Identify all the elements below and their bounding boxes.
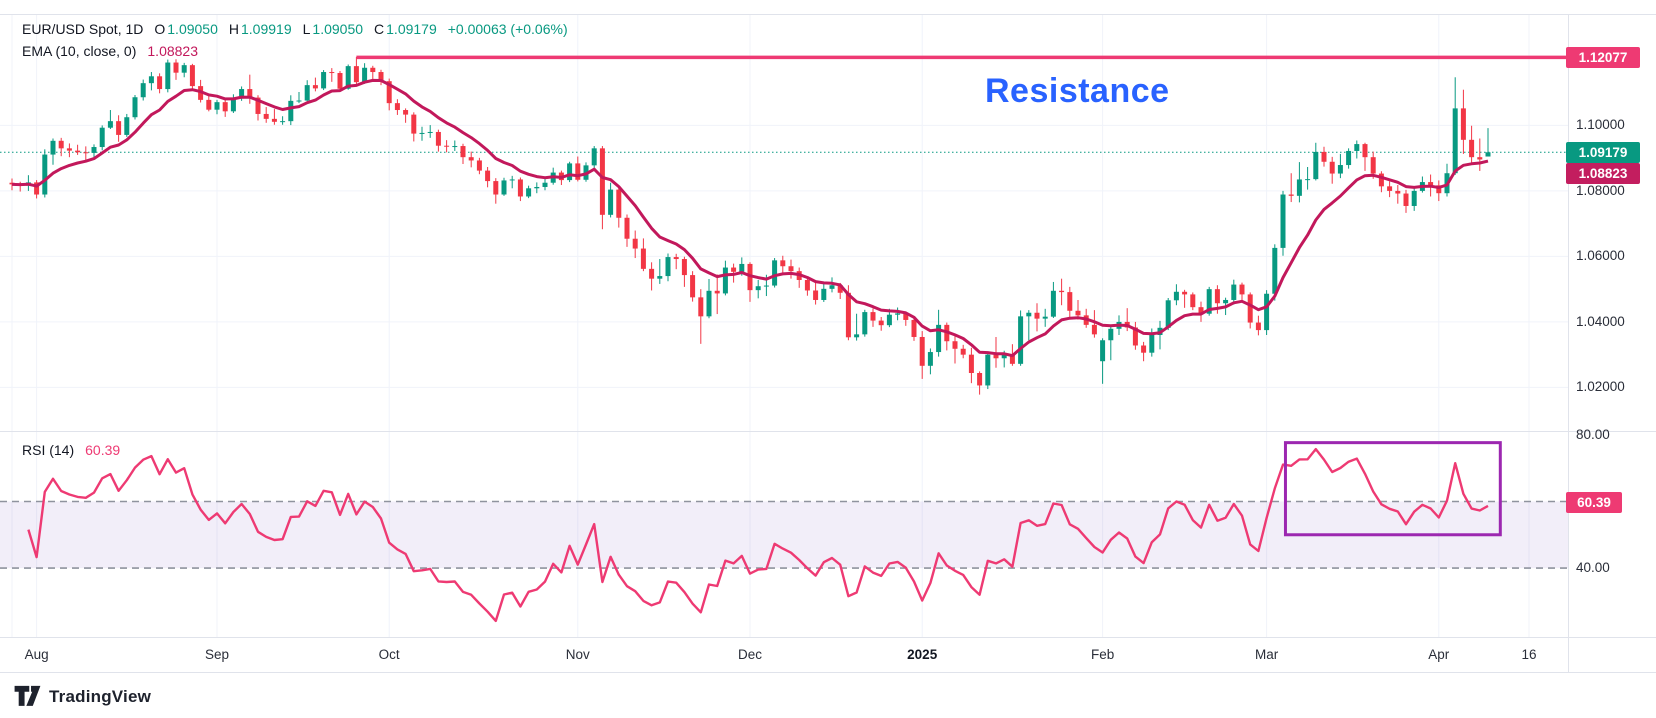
ema-line[interactable] [11,78,1489,358]
close-value: 1.09179 [386,21,437,37]
time-axis-label: Mar [1254,647,1279,662]
tradingview-logo[interactable]: TradingView [14,684,151,709]
rsi-axis-label: 40.00 [1576,560,1610,576]
time-axis-label: Sep [204,647,230,662]
time-axis-label: Oct [378,647,400,662]
price-axis-label: 1.02000 [1576,379,1625,395]
rsi-label: RSI (14) [22,442,75,458]
price-axis-label: 1.10000 [1576,117,1625,133]
rsi-highlight-box[interactable] [1283,441,1502,537]
brand-name: TradingView [49,686,152,706]
price-axis-label: 1.06000 [1576,248,1625,264]
high-value: 1.09919 [241,21,292,37]
time-axis-label: Nov [565,647,590,662]
low-value: 1.09050 [312,21,364,37]
symbol-legend[interactable]: EUR/USD Spot, 1D O 1.09050 H 1.09919 L 1.09… [22,21,568,38]
symbol-title: EUR/USD Spot, 1D [22,21,144,37]
change-value: +0.00063 (+0.06%) [447,21,568,37]
resistance-annotation[interactable]: Resistance [985,72,1170,110]
grid-lines [0,15,1568,637]
close-label: C [374,21,385,37]
ema-label: EMA (10, close, 0) [22,43,137,59]
open-label: O [154,21,166,37]
tradingview-logo-icon [14,685,41,706]
high-label: H [228,21,239,37]
time-axis-label: Feb [1090,647,1115,662]
ema-price-badge: 1.08823 [1566,163,1640,184]
rsi-line[interactable] [27,447,1489,623]
ema-value: 1.08823 [147,43,198,59]
price-axis-label: 1.04000 [1576,313,1625,329]
time-axis-label: 2025 [907,647,938,662]
time-axis-label: 16 [1521,647,1537,662]
time-axis-label: Apr [1428,647,1450,662]
rsi-axis-label: 80.00 [1576,427,1610,442]
rsi-value: 60.39 [85,442,121,458]
time-axis-label: Dec [737,647,763,662]
open-value: 1.09050 [167,21,218,37]
last-price-badge: 1.09179 [1566,142,1640,163]
rsi-legend[interactable]: RSI (14) 60.39 [22,442,120,459]
rsi-value-badge: 60.39 [1566,492,1622,513]
price-axis-label: 1.08000 [1576,182,1625,198]
ema-legend[interactable]: EMA (10, close, 0) 1.08823 [22,43,198,60]
low-label: L [302,21,311,37]
time-axis-label: Aug [24,647,49,662]
resistance-price-badge: 1.12077 [1566,47,1640,68]
